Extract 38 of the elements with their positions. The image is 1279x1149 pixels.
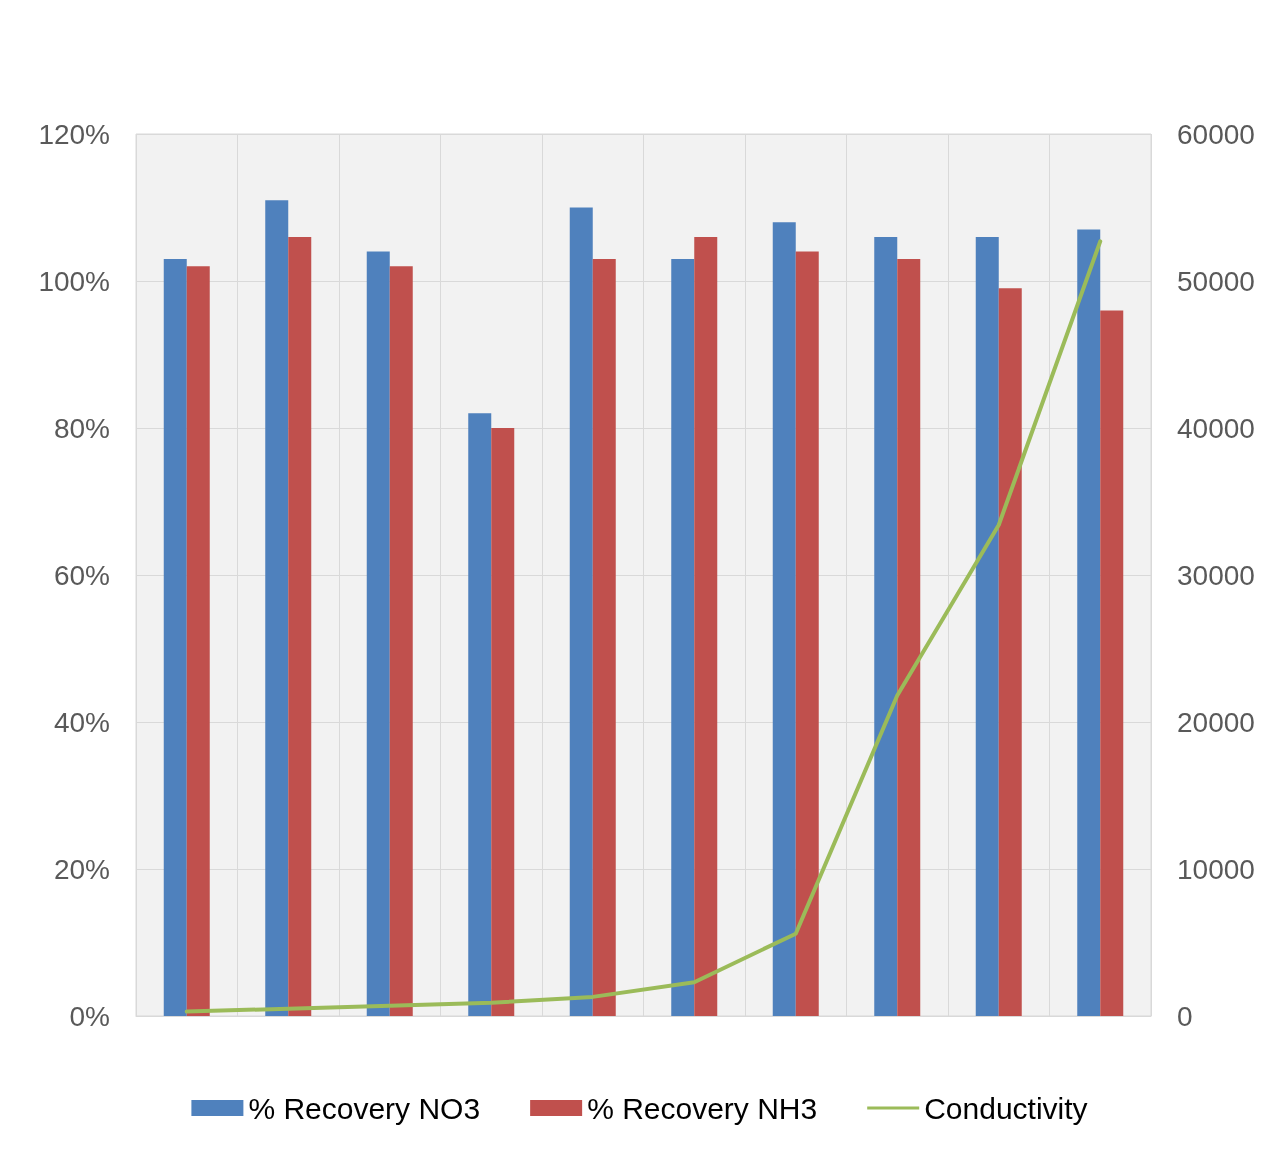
y-tick-label: 80% <box>53 412 110 444</box>
bar <box>265 200 289 1016</box>
bar <box>671 258 695 1016</box>
bar <box>1100 310 1124 1016</box>
line-series <box>184 239 1103 1014</box>
y2-tick-label: 0 <box>1177 1000 1193 1032</box>
y2-tick-label: 40000 <box>1177 412 1255 444</box>
bar <box>468 413 492 1016</box>
bar <box>186 266 210 1016</box>
bar <box>975 236 999 1016</box>
y-tick-label: 20% <box>53 853 110 885</box>
y-tick-label: 60% <box>53 559 110 591</box>
bar <box>389 266 413 1016</box>
bar <box>1077 229 1101 1016</box>
bar <box>491 428 515 1016</box>
legend-label: Conductivity <box>924 1091 1088 1125</box>
legend-label: % Recovery NO3 <box>248 1091 481 1125</box>
y2-tick-label: 20000 <box>1177 706 1255 738</box>
bar <box>569 207 593 1016</box>
bar <box>366 251 390 1016</box>
bar <box>592 258 616 1016</box>
bar <box>163 258 187 1016</box>
y-tick-label: 40% <box>53 706 110 738</box>
y2-tick-label: 50000 <box>1177 265 1255 297</box>
bar <box>795 251 819 1016</box>
bar <box>998 288 1022 1016</box>
bar <box>694 236 718 1016</box>
bar <box>897 258 921 1016</box>
y-tick-label: 0% <box>69 1000 110 1032</box>
y-tick-label: 100% <box>38 265 110 297</box>
y2-tick-label: 30000 <box>1177 559 1255 591</box>
bar <box>874 236 898 1016</box>
bar <box>772 222 796 1016</box>
y-tick-label: 120% <box>38 118 110 150</box>
legend-label: % Recovery NH3 <box>587 1091 818 1125</box>
y2-tick-label: 10000 <box>1177 853 1255 885</box>
y2-tick-label: 60000 <box>1177 118 1255 150</box>
bar <box>288 236 312 1016</box>
